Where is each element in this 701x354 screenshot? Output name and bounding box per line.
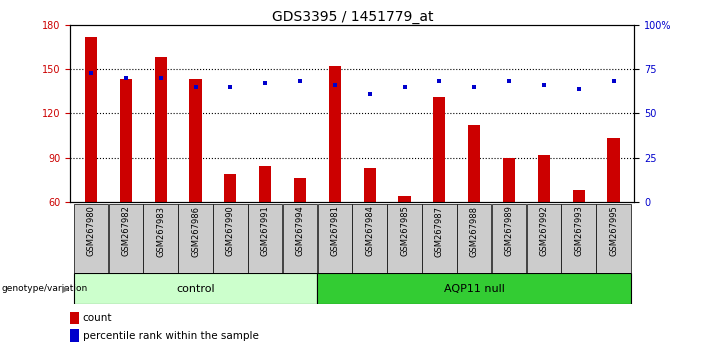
- Bar: [224, 174, 236, 202]
- Bar: [468, 125, 480, 202]
- Point: [468, 84, 479, 90]
- FancyBboxPatch shape: [178, 204, 212, 273]
- Point: [259, 80, 271, 86]
- Bar: [433, 97, 445, 202]
- Text: control: control: [176, 284, 215, 293]
- Text: GSM267980: GSM267980: [86, 206, 95, 257]
- FancyBboxPatch shape: [597, 204, 631, 273]
- Text: GSM267992: GSM267992: [539, 206, 548, 256]
- Text: count: count: [83, 313, 112, 323]
- Text: GSM267990: GSM267990: [226, 206, 235, 256]
- FancyBboxPatch shape: [74, 204, 108, 273]
- Point: [190, 84, 201, 90]
- Bar: [85, 36, 97, 202]
- Text: GSM267981: GSM267981: [330, 206, 339, 257]
- FancyBboxPatch shape: [283, 204, 318, 273]
- FancyBboxPatch shape: [109, 204, 143, 273]
- Point: [434, 79, 445, 84]
- Point: [364, 91, 375, 97]
- FancyBboxPatch shape: [318, 204, 352, 273]
- FancyBboxPatch shape: [387, 204, 422, 273]
- Point: [294, 79, 306, 84]
- FancyBboxPatch shape: [492, 204, 526, 273]
- Text: GSM267995: GSM267995: [609, 206, 618, 256]
- Bar: [294, 178, 306, 202]
- Text: ▶: ▶: [62, 284, 69, 293]
- Text: GSM267983: GSM267983: [156, 206, 165, 257]
- Bar: [398, 196, 411, 202]
- Point: [225, 84, 236, 90]
- Text: GSM267984: GSM267984: [365, 206, 374, 257]
- FancyBboxPatch shape: [144, 204, 178, 273]
- FancyBboxPatch shape: [318, 273, 631, 304]
- Text: GSM267985: GSM267985: [400, 206, 409, 257]
- FancyBboxPatch shape: [562, 204, 596, 273]
- Bar: [364, 168, 376, 202]
- Point: [399, 84, 410, 90]
- Text: AQP11 null: AQP11 null: [444, 284, 505, 293]
- Bar: [573, 190, 585, 202]
- Bar: [538, 155, 550, 202]
- FancyBboxPatch shape: [353, 204, 387, 273]
- Point: [121, 75, 132, 81]
- Point: [86, 70, 97, 75]
- Text: GSM267987: GSM267987: [435, 206, 444, 257]
- FancyBboxPatch shape: [422, 204, 456, 273]
- FancyBboxPatch shape: [526, 204, 561, 273]
- Point: [503, 79, 515, 84]
- Bar: [120, 79, 132, 202]
- Bar: [607, 138, 620, 202]
- FancyBboxPatch shape: [248, 204, 283, 273]
- Text: GSM267991: GSM267991: [261, 206, 270, 256]
- Text: GSM267993: GSM267993: [574, 206, 583, 257]
- Bar: [503, 158, 515, 202]
- Point: [329, 82, 341, 88]
- Bar: [70, 312, 79, 324]
- Point: [608, 79, 619, 84]
- Title: GDS3395 / 1451779_at: GDS3395 / 1451779_at: [271, 10, 433, 24]
- Bar: [259, 166, 271, 202]
- Text: GSM267989: GSM267989: [505, 206, 514, 257]
- Bar: [189, 79, 202, 202]
- Text: percentile rank within the sample: percentile rank within the sample: [83, 331, 259, 341]
- FancyBboxPatch shape: [457, 204, 491, 273]
- Point: [538, 82, 550, 88]
- Bar: [155, 57, 167, 202]
- Point: [155, 75, 166, 81]
- Text: GSM267982: GSM267982: [121, 206, 130, 257]
- Point: [573, 86, 584, 91]
- Bar: [329, 66, 341, 202]
- Text: GSM267986: GSM267986: [191, 206, 200, 257]
- Bar: [70, 329, 79, 342]
- FancyBboxPatch shape: [213, 204, 247, 273]
- FancyBboxPatch shape: [74, 273, 317, 304]
- Text: GSM267994: GSM267994: [296, 206, 304, 256]
- Text: GSM267988: GSM267988: [470, 206, 479, 257]
- Text: genotype/variation: genotype/variation: [1, 284, 88, 293]
